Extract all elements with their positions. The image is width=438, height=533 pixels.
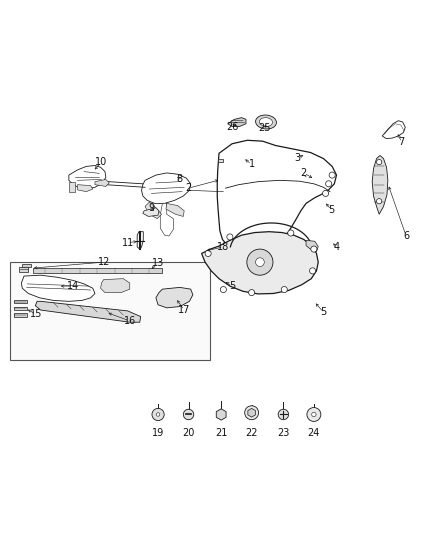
Text: 5: 5	[320, 307, 327, 317]
Polygon shape	[156, 287, 193, 308]
Bar	[10, 262, 210, 360]
Text: 4: 4	[333, 242, 339, 252]
Text: 25: 25	[258, 123, 271, 133]
Circle shape	[377, 199, 382, 204]
Polygon shape	[14, 300, 27, 303]
Polygon shape	[78, 184, 93, 192]
Text: 10: 10	[95, 157, 108, 167]
Text: 1: 1	[249, 159, 255, 169]
Text: 3: 3	[294, 152, 300, 163]
Text: 5: 5	[229, 281, 235, 291]
Circle shape	[249, 289, 254, 296]
Circle shape	[184, 409, 194, 419]
Circle shape	[227, 234, 233, 240]
Polygon shape	[201, 232, 318, 294]
Text: 13: 13	[152, 258, 164, 268]
Circle shape	[281, 287, 287, 293]
Circle shape	[377, 159, 382, 165]
Polygon shape	[21, 275, 95, 301]
Text: 23: 23	[277, 428, 290, 438]
Polygon shape	[35, 301, 141, 322]
Text: 6: 6	[403, 231, 409, 241]
Circle shape	[311, 246, 317, 252]
Ellipse shape	[256, 115, 276, 129]
Polygon shape	[69, 166, 106, 189]
Polygon shape	[228, 118, 246, 126]
Text: 15: 15	[30, 309, 42, 319]
Circle shape	[205, 251, 211, 256]
Polygon shape	[382, 120, 405, 139]
Circle shape	[325, 181, 332, 187]
Text: 2: 2	[185, 183, 192, 193]
Text: 16: 16	[124, 316, 136, 326]
Text: 12: 12	[98, 257, 110, 267]
Circle shape	[245, 406, 258, 419]
Text: 9: 9	[148, 203, 155, 213]
Text: 18: 18	[217, 242, 230, 252]
Polygon shape	[14, 313, 27, 317]
Polygon shape	[22, 264, 31, 268]
Text: 21: 21	[215, 428, 227, 438]
Circle shape	[322, 190, 328, 197]
Text: 26: 26	[226, 122, 238, 132]
Polygon shape	[160, 204, 173, 236]
Circle shape	[220, 287, 226, 293]
Text: 24: 24	[307, 428, 320, 438]
Circle shape	[247, 249, 273, 275]
Circle shape	[152, 408, 164, 421]
Polygon shape	[166, 204, 184, 216]
Polygon shape	[306, 240, 318, 252]
Circle shape	[156, 413, 160, 416]
Polygon shape	[372, 156, 388, 214]
Text: 20: 20	[182, 428, 195, 438]
Polygon shape	[145, 202, 162, 219]
Polygon shape	[248, 408, 255, 417]
Polygon shape	[14, 306, 27, 310]
Circle shape	[278, 409, 289, 419]
Polygon shape	[69, 182, 74, 192]
Polygon shape	[143, 208, 159, 216]
Polygon shape	[95, 180, 110, 187]
Circle shape	[310, 268, 316, 274]
Polygon shape	[217, 140, 336, 251]
Text: 14: 14	[67, 281, 79, 291]
Polygon shape	[137, 232, 143, 249]
Polygon shape	[216, 409, 226, 420]
Text: 22: 22	[245, 428, 258, 438]
Text: 7: 7	[399, 138, 405, 148]
Text: 11: 11	[121, 238, 134, 247]
Circle shape	[329, 172, 335, 178]
Text: 17: 17	[178, 305, 191, 315]
Circle shape	[255, 258, 264, 266]
Ellipse shape	[259, 118, 272, 126]
Circle shape	[312, 413, 316, 417]
Polygon shape	[101, 279, 130, 293]
Polygon shape	[19, 268, 28, 272]
Text: 5: 5	[328, 205, 334, 215]
Polygon shape	[218, 158, 223, 162]
Polygon shape	[141, 173, 191, 204]
Text: 2: 2	[301, 168, 307, 178]
Circle shape	[307, 408, 321, 422]
Circle shape	[288, 230, 294, 236]
Text: 19: 19	[152, 428, 164, 438]
Text: 8: 8	[177, 174, 183, 184]
